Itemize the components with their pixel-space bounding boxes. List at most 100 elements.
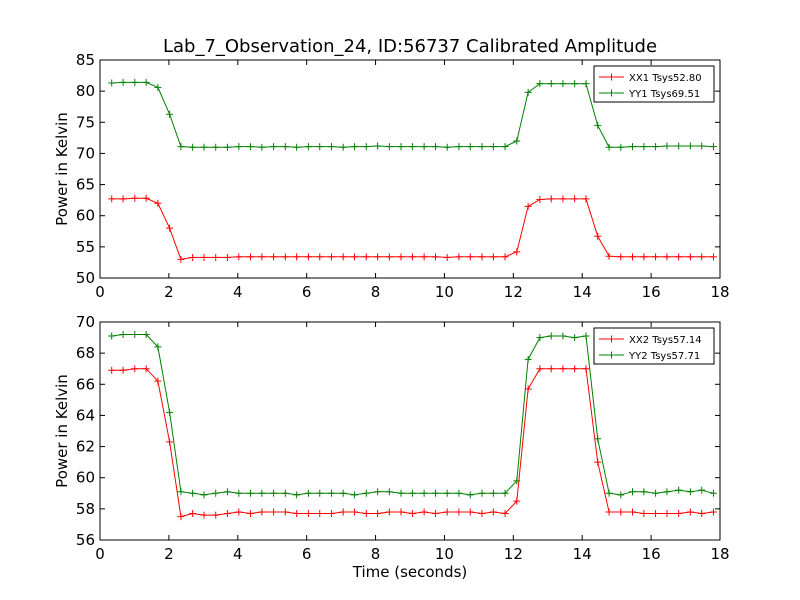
bottom-series-1-point bbox=[420, 508, 428, 516]
bottom-series-1-point bbox=[223, 510, 231, 518]
bottom-y-tick-label: 70 bbox=[76, 313, 95, 331]
bottom-series-1-point bbox=[686, 508, 694, 516]
top-series-1-point bbox=[466, 253, 474, 261]
bottom-series-1-point bbox=[455, 508, 463, 516]
top-x-tick-label: 16 bbox=[642, 283, 661, 301]
bottom-series-1-point bbox=[166, 438, 174, 446]
bottom-series-2-point bbox=[686, 488, 694, 496]
bottom-series-1-point bbox=[698, 510, 706, 518]
bottom-series-2-point bbox=[397, 489, 405, 497]
top-series-2-point bbox=[547, 80, 555, 88]
bottom-legend-box bbox=[593, 327, 715, 365]
top-series-1-point bbox=[582, 195, 590, 203]
bottom-series-2-point bbox=[131, 330, 139, 338]
top-series-1-point bbox=[455, 253, 463, 261]
bottom-series-2-point bbox=[709, 489, 717, 497]
top-x-tick-label: 12 bbox=[504, 283, 523, 301]
bottom-series-1-point bbox=[385, 508, 393, 516]
top-legend-box bbox=[593, 65, 715, 103]
top-series-2-point bbox=[582, 80, 590, 88]
bottom-y-axis-label: Power in Kelvin bbox=[53, 374, 71, 488]
top-y-tick-label: 65 bbox=[76, 176, 95, 194]
top-series-2-point bbox=[362, 143, 370, 151]
bottom-series-2-point bbox=[177, 488, 185, 496]
top-series-1-point bbox=[223, 253, 231, 261]
bottom-series-1-point bbox=[258, 508, 266, 516]
bottom-series-2-point bbox=[281, 489, 289, 497]
bottom-series-2-point bbox=[223, 488, 231, 496]
top-y-axis-label: Power in Kelvin bbox=[53, 112, 71, 226]
top-series-1-point bbox=[709, 253, 717, 261]
top-series-1-point bbox=[166, 224, 174, 232]
bottom-series-1-point bbox=[501, 510, 509, 518]
top-series-2-point bbox=[617, 143, 625, 151]
bottom-series-2-point bbox=[559, 332, 567, 340]
bottom-series-1-point bbox=[629, 508, 637, 516]
top-series-2-point bbox=[466, 143, 474, 151]
top-x-tick-label: 4 bbox=[233, 283, 243, 301]
top-series-1-point bbox=[385, 253, 393, 261]
bottom-series-1-point bbox=[466, 508, 474, 516]
bottom-series-1-point bbox=[594, 458, 602, 466]
top-series-2-point bbox=[686, 142, 694, 150]
top-series-1-point bbox=[374, 253, 382, 261]
bottom-series-2-point bbox=[501, 489, 509, 497]
top-series-2-point bbox=[478, 143, 486, 151]
top-series-2-point bbox=[501, 143, 509, 151]
top-series-2-point bbox=[258, 143, 266, 151]
top-series-2-point bbox=[408, 143, 416, 151]
top-series-2-point bbox=[443, 143, 451, 151]
bottom-series-1-point bbox=[640, 510, 648, 518]
bottom-series-2-point bbox=[652, 489, 660, 497]
bottom-series-1-point bbox=[200, 511, 208, 519]
top-legend-label-1: XX1 Tsys52.80 bbox=[629, 73, 702, 84]
bottom-y-tick-label: 66 bbox=[76, 375, 95, 393]
top-series-2-point bbox=[327, 143, 335, 151]
top-series-1-point bbox=[489, 253, 497, 261]
bottom-x-tick-label: 2 bbox=[164, 545, 174, 563]
top-series-1-point bbox=[524, 202, 532, 210]
top-series-1-point bbox=[131, 194, 139, 202]
top-series-2-point bbox=[131, 78, 139, 86]
top-series-1-point bbox=[351, 253, 359, 261]
bottom-series-2-point bbox=[154, 343, 162, 351]
top-series-1-point bbox=[362, 253, 370, 261]
top-series-2-point bbox=[559, 80, 567, 88]
bottom-series-1-point bbox=[547, 365, 555, 373]
top-series-2-point bbox=[351, 143, 359, 151]
top-series-2-point bbox=[594, 121, 602, 129]
top-series-1-point bbox=[698, 253, 706, 261]
top-series-1-point bbox=[652, 253, 660, 261]
bottom-series-1-point bbox=[177, 513, 185, 521]
bottom-series-1-point bbox=[351, 508, 359, 516]
top-series-1-point bbox=[501, 253, 509, 261]
bottom-series-1-point bbox=[431, 510, 439, 518]
bottom-y-tick-label: 68 bbox=[76, 344, 95, 362]
top-series-2-point bbox=[212, 143, 220, 151]
bottom-series-2-point bbox=[466, 491, 474, 499]
top-series-2-point bbox=[293, 143, 301, 151]
top-series-1-point bbox=[617, 253, 625, 261]
top-x-tick-label: 10 bbox=[435, 283, 454, 301]
top-series-2-point bbox=[524, 88, 532, 96]
top-series-2-point bbox=[154, 83, 162, 91]
bottom-y-tick-label: 58 bbox=[76, 500, 95, 518]
bottom-series-2-point bbox=[108, 332, 116, 340]
top-series-1-point bbox=[513, 248, 521, 256]
top-panel: 0 2 4 6 8 10 12 14 16 18 50 55 60 65 70 75 80 85 Power in … bbox=[53, 51, 730, 301]
chart-title: Lab_7_Observation_24, ID:56737 Calibrate… bbox=[163, 36, 657, 57]
bottom-series-2-point bbox=[270, 489, 278, 497]
top-series-1-point bbox=[235, 253, 243, 261]
top-series-2-point bbox=[640, 143, 648, 151]
top-series-2-point bbox=[189, 143, 197, 151]
bottom-series-2-point bbox=[235, 489, 243, 497]
bottom-series-2-point bbox=[675, 486, 683, 494]
top-series-2-point bbox=[200, 143, 208, 151]
top-series-2-point bbox=[119, 78, 127, 86]
bottom-series-2-point bbox=[571, 334, 579, 342]
top-series-1-point bbox=[339, 253, 347, 261]
bottom-series-2-point bbox=[119, 330, 127, 338]
bottom-series-1-point bbox=[142, 365, 150, 373]
top-series-2-point bbox=[629, 143, 637, 151]
bottom-series-2-point bbox=[617, 491, 625, 499]
